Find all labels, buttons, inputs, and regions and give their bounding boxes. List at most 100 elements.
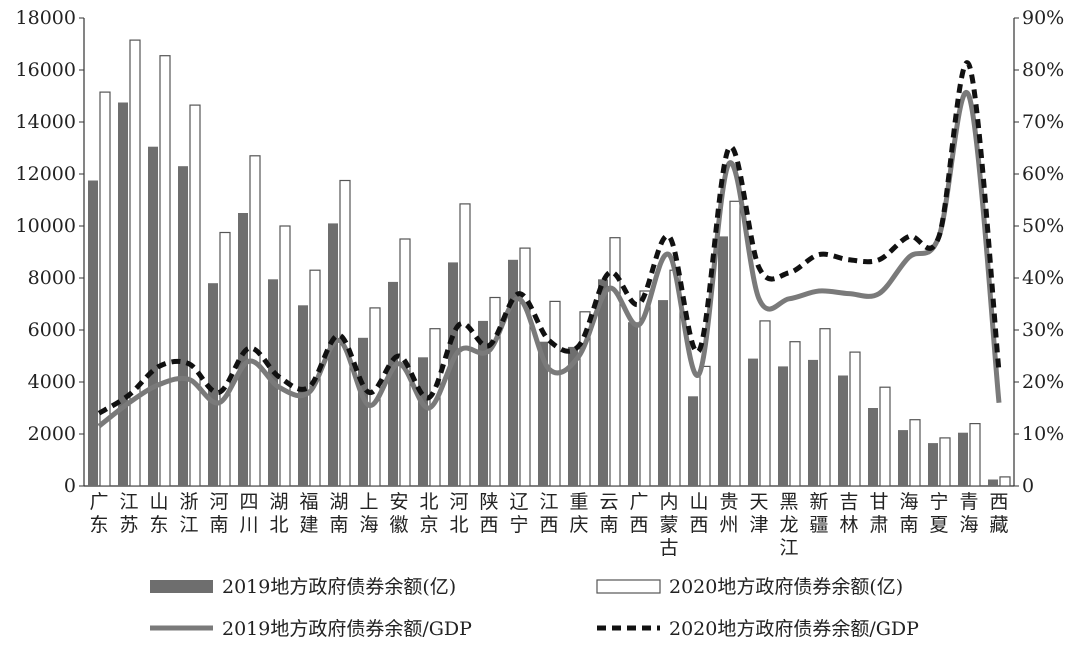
category-label: 新疆 [809,491,828,536]
category-label: 福建 [299,491,318,536]
right-tick-label: 60% [1022,163,1064,185]
bar-2019 [238,213,248,486]
bar-2019 [448,262,458,486]
bar-2020 [879,386,891,487]
bar-2019 [748,358,758,486]
bar-2019 [478,320,488,486]
bar-2019 [178,166,188,486]
left-y-axis-ticks: 0 2000 4000 6000 8000 10000 12000 14000 16000 180… [16,7,84,497]
left-tick-label: 18000 [16,7,76,29]
bar-2020 [99,91,111,487]
right-tick-label: 10% [1022,423,1064,445]
lines [97,60,1002,429]
left-tick-label: 0 [64,475,76,497]
bar-2020 [759,320,771,487]
bar-2020 [249,155,261,487]
right-tick-label: 50% [1022,215,1064,237]
bar-2019 [628,322,638,486]
bar-2019 [538,341,548,486]
category-label: 北京 [419,491,438,536]
bar-2020 [549,300,561,487]
bar-2019 [208,283,218,486]
category-label: 重庆 [569,491,588,536]
bar-2020 [519,247,531,487]
category-label: 广西 [629,491,648,536]
bar-2019 [928,443,938,486]
bar-2020 [459,203,471,487]
category-label: 辽宁 [509,491,528,536]
legend-item-2019-bars: 2019地方政府债券余额(亿) [150,576,456,598]
bar-2019 [868,408,878,486]
bar-2020 [969,423,981,487]
category-label: 甘肃 [869,491,888,536]
bar-2020 [909,419,921,487]
bar-2019 [328,223,338,486]
bar-2020 [699,365,711,487]
bar-2019 [388,281,398,486]
legend-item-2020-bars: 2020地方政府债券余额(亿) [596,576,903,598]
category-label: 四川 [239,491,258,536]
bar-2019 [658,300,668,486]
bar-2020 [279,225,291,487]
bar-2019 [88,180,98,486]
category-label: 西藏 [989,491,1008,536]
category-label: 广东 [89,491,108,536]
category-label: 山西 [689,491,708,536]
right-tick-label: 70% [1022,111,1064,133]
category-label: 陕西 [479,491,498,536]
category-label: 浙江 [179,491,198,536]
category-label: 湖北 [269,491,288,536]
bar-2020 [819,328,831,487]
legend-item-2020-line: 2020地方政府债券余额/GDP [597,618,919,640]
right-tick-label: 30% [1022,319,1064,341]
legend-label: 2019地方政府债券余额/GDP [222,618,472,640]
left-tick-label: 4000 [28,371,76,393]
category-label: 内蒙古 [659,491,678,559]
legend-label: 2020地方政府债券余额/GDP [669,618,919,640]
bar-2020 [129,39,141,487]
category-label: 海南 [899,491,918,536]
legend-label: 2020地方政府债券余额(亿) [669,576,903,598]
category-label: 吉林 [839,491,858,536]
category-label: 黑龙江 [779,491,798,559]
bar-2019 [838,375,848,486]
legend-swatch [150,580,213,593]
bar-2019 [778,366,788,486]
category-label: 江西 [539,491,558,536]
bar-2019 [418,357,428,486]
right-y-axis-ticks: 0 10% 20% 30% 40% 50% 60% 70% 80% 90% [1014,7,1064,497]
bar-2019 [568,346,578,486]
category-label: 江苏 [119,491,138,536]
x-axis-category-labels: 广东江苏山东浙江河南四川湖北福建湖南上海安徽北京河北陕西辽宁江西重庆云南广西内蒙… [89,491,1008,559]
bar-2019 [148,146,158,486]
bar-2020 [579,311,591,487]
bar-2019 [598,279,608,486]
bar-2020 [849,351,861,487]
category-label: 天津 [749,491,768,536]
bar-2020 [219,231,231,487]
category-label: 宁夏 [929,491,948,536]
bar-2020 [639,290,651,487]
bar-2020 [609,237,621,487]
bar-2019 [898,430,908,486]
bar-2020 [489,296,501,487]
left-tick-label: 12000 [16,163,76,185]
bar-2019 [118,102,128,486]
category-label: 河北 [449,491,468,536]
bar-2020 [789,341,801,487]
bar-2019 [988,479,998,486]
right-tick-label: 0 [1022,475,1034,497]
bar-2019 [508,259,518,486]
bars [88,39,1011,487]
legend-swatch [596,579,661,594]
bar-2020 [339,179,351,487]
left-tick-label: 6000 [28,319,76,341]
right-tick-label: 40% [1022,267,1064,289]
category-label: 上海 [359,491,378,536]
bar-2020 [159,55,171,487]
bar-2020 [189,104,201,487]
right-tick-label: 20% [1022,371,1064,393]
bar-2019 [808,359,818,486]
bar-2019 [358,337,368,486]
category-label: 云南 [599,491,618,536]
